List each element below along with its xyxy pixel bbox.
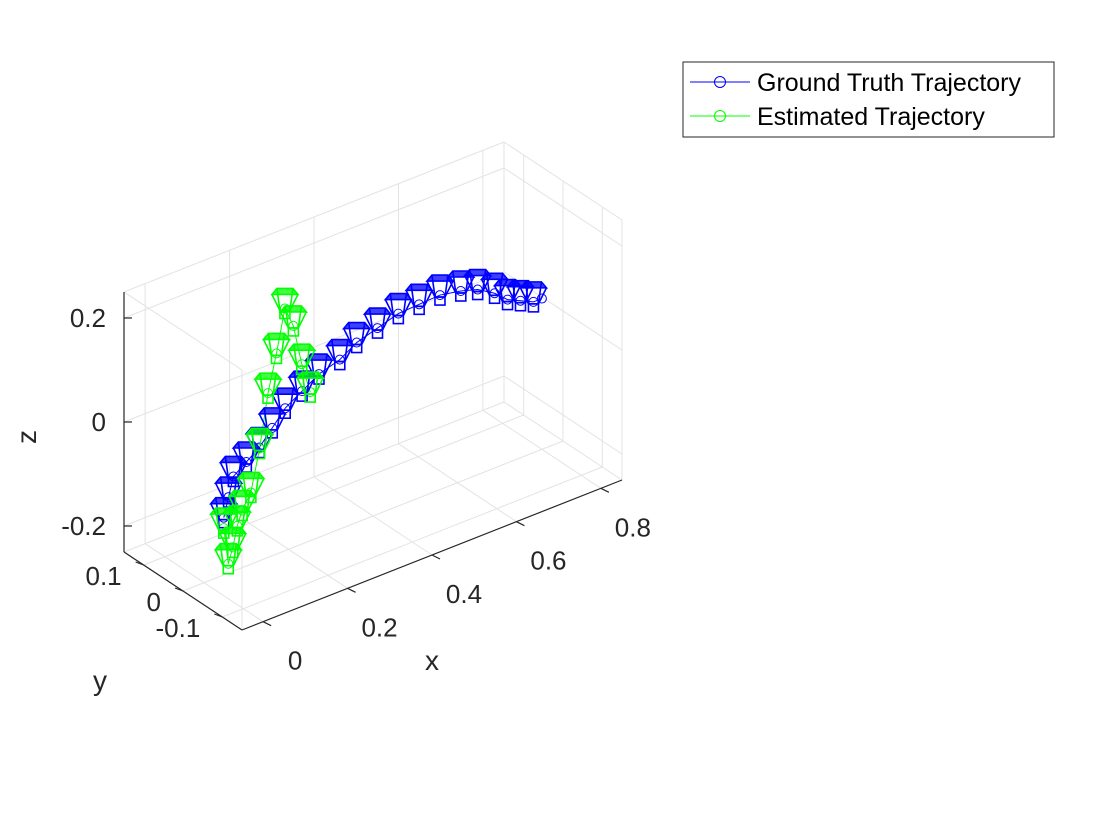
camera-frustum: [295, 371, 325, 403]
x-tick-label: 0.8: [615, 512, 651, 542]
y-axis-label: y: [93, 665, 107, 696]
z-tick-label: -0.2: [61, 511, 106, 541]
pane-edge: [123, 291, 243, 371]
camera-frustum: [425, 274, 455, 306]
legend-label-estimated: Estimated Trajectory: [757, 103, 985, 131]
grid-line-z: [503, 375, 623, 455]
x-tick-label: 0.6: [530, 546, 566, 576]
camera-frustum: [236, 471, 266, 504]
camera-frustum: [362, 307, 393, 339]
grid-line-y: [143, 414, 524, 566]
camera-frustum: [244, 427, 275, 460]
y-tick: [135, 561, 144, 566]
y-tick-label: 0: [147, 587, 161, 617]
camera-frustum: [462, 268, 493, 301]
y-tick: [174, 587, 184, 592]
plot-area: [209, 268, 549, 575]
legend-marker-ground-truth: [714, 76, 726, 88]
x-tick-label: 0.4: [446, 579, 482, 609]
grid-line-z: [123, 167, 505, 319]
y-tick-label: -0.1: [156, 613, 201, 643]
camera-frustum: [261, 332, 292, 365]
camera-poses: [209, 287, 325, 575]
z-tick-label: 0.2: [70, 303, 106, 333]
x-tick: [262, 621, 272, 627]
legend-box: [682, 61, 1055, 138]
camera-frustum: [278, 305, 309, 337]
y-tick-label: 0.1: [86, 561, 122, 591]
grid-line-y: [182, 440, 564, 592]
x-axis-label: x: [425, 645, 439, 676]
camera-poses: [209, 268, 549, 529]
x-tick: [347, 587, 356, 593]
camera-frustum: [518, 281, 549, 313]
legend-label-ground-truth: Ground Truth Trajectory: [757, 69, 1022, 97]
camera-frustum: [383, 292, 414, 325]
grid-line-z: [123, 375, 505, 527]
grid-line-y: [222, 466, 603, 618]
x-tick: [600, 487, 610, 493]
y-tick: [214, 613, 223, 618]
camera-frustum: [253, 372, 283, 404]
z-tick-label: 0: [92, 407, 106, 437]
camera-frustum: [404, 283, 434, 316]
axes: [123, 292, 623, 631]
camera-frustum: [287, 343, 317, 376]
grid-line-z: [503, 167, 623, 247]
camera-frustum: [341, 321, 372, 354]
x-tick: [516, 521, 525, 527]
legend-marker-estimated: [714, 110, 726, 122]
z-axis-label: z: [11, 430, 42, 444]
legend: Ground Truth Trajectory Estimated Trajec…: [682, 61, 1055, 138]
x-tick: [431, 554, 441, 560]
x-tick-label: 0.2: [361, 612, 397, 642]
data-point: [536, 293, 547, 304]
x-tick-label: 0: [288, 646, 302, 676]
camera-frustum: [325, 338, 355, 371]
tick-labels: 00.20.40.60.8-0.100.1-0.200.2: [61, 303, 651, 676]
camera-frustum: [270, 387, 300, 420]
